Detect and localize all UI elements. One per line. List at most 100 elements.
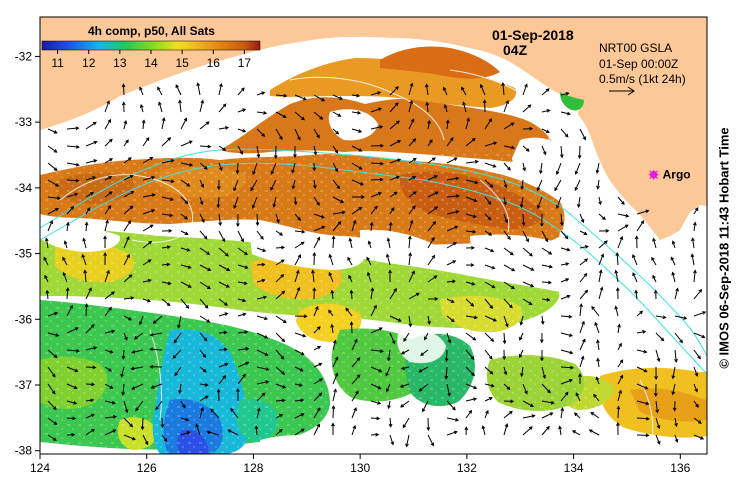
velocity-arrow [328, 253, 334, 266]
velocity-arrow [598, 228, 610, 233]
velocity-arrow [312, 287, 317, 300]
velocity-arrow [484, 213, 492, 221]
velocity-arrow [501, 82, 505, 96]
velocity-arrow [655, 417, 661, 430]
velocity-arrow [199, 366, 207, 373]
velocity-arrow [270, 162, 277, 175]
velocity-arrow [313, 179, 317, 190]
velocity-arrow [199, 230, 208, 240]
velocity-arrow [579, 303, 583, 317]
velocity-arrow [47, 383, 56, 395]
velocity-arrow [123, 296, 135, 300]
velocity-arrow [180, 431, 191, 436]
velocity-arrow [104, 329, 116, 334]
velocity-arrow [123, 236, 130, 249]
velocity-arrow [579, 128, 587, 141]
velocity-arrow [104, 349, 114, 354]
velocity-arrow [47, 332, 60, 337]
velocity-arrow [446, 298, 455, 303]
velocity-arrow [199, 281, 211, 290]
colorbar-title: 4h comp, p50, All Sats [88, 24, 215, 38]
velocity-arrow [388, 269, 392, 283]
velocity-arrow [674, 349, 678, 363]
velocity-arrow [84, 303, 89, 317]
velocity-arrow [596, 339, 600, 351]
velocity-arrow [255, 213, 260, 227]
velocity-arrow [123, 157, 132, 164]
velocity-arrow [275, 398, 286, 403]
velocity-arrow [218, 281, 230, 288]
velocity-arrow [389, 120, 400, 130]
velocity-arrow [503, 122, 515, 130]
velocity-arrow [62, 271, 68, 283]
velocity-arrow [218, 330, 228, 335]
velocity-arrow [636, 330, 647, 334]
velocity-arrow [636, 310, 644, 317]
velocity-arrow [199, 315, 211, 323]
velocity-arrow [150, 383, 163, 389]
velocity-arrow [503, 213, 509, 224]
velocity-arrow [444, 366, 449, 380]
velocity-arrow [465, 383, 478, 390]
velocity-arrow [199, 196, 204, 206]
velocity-arrow [158, 101, 163, 113]
gsla-contours [59, 69, 654, 441]
velocity-arrow [313, 326, 321, 334]
velocity-arrow [693, 366, 699, 377]
velocity-arrow [251, 196, 258, 209]
velocity-arrow [389, 332, 396, 345]
velocity-arrow [294, 398, 305, 403]
velocity-arrow [614, 269, 619, 283]
velocity-arrow [574, 179, 581, 191]
velocity-arrow [446, 157, 458, 164]
velocity-arrow [351, 338, 358, 351]
velocity-arrow [294, 254, 301, 266]
velocity-arrow [442, 86, 448, 96]
velocity-arrow [370, 177, 384, 182]
velocity-arrow [351, 424, 357, 436]
velocity-arrow [139, 315, 144, 326]
velocity-arrow [465, 117, 470, 130]
coastal-shoal [560, 92, 584, 111]
velocity-arrow [85, 191, 94, 198]
velocity-arrow [237, 281, 248, 285]
velocity-arrow [693, 400, 699, 408]
velocity-arrow [312, 251, 317, 266]
speckle-overlay [40, 150, 600, 454]
velocity-arrow [218, 362, 229, 368]
velocity-arrow [408, 219, 414, 232]
velocity-arrow [539, 162, 543, 175]
velocity-arrow [85, 140, 98, 147]
velocity-arrow [484, 383, 495, 388]
velocity-arrow [199, 383, 209, 387]
colorbar-tick-label: 15 [175, 56, 189, 70]
lon-tick-label: 126 [137, 461, 157, 475]
velocity-arrow [484, 397, 493, 402]
velocity-arrow [595, 376, 600, 385]
velocity-arrow [465, 315, 479, 320]
velocity-arrow [199, 406, 204, 419]
velocity-arrow [230, 407, 239, 419]
velocity-arrow [218, 213, 222, 227]
velocity-arrow [199, 162, 208, 170]
velocity-arrow [370, 205, 378, 215]
velocity-arrow [47, 128, 58, 134]
velocity-arrow [161, 281, 172, 286]
velocity-arrow [424, 332, 429, 341]
velocity-arrow [351, 206, 363, 215]
velocity-arrow [465, 196, 478, 203]
velocity-arrow [636, 209, 650, 215]
velocity-arrow [652, 237, 657, 249]
colorbar-tick-label: 17 [238, 56, 252, 70]
velocity-arrow [161, 213, 174, 218]
velocity-arrow [503, 196, 507, 206]
velocity-arrow [484, 162, 497, 168]
velocity-arrow [256, 315, 269, 321]
velocity-arrow [348, 237, 353, 249]
velocity-arrow [370, 143, 384, 148]
velocity-arrow [389, 102, 399, 113]
velocity-arrow [674, 332, 683, 344]
velocity-arrow [351, 390, 359, 402]
velocity-arrow [85, 346, 98, 351]
velocity-arrow [85, 413, 95, 419]
